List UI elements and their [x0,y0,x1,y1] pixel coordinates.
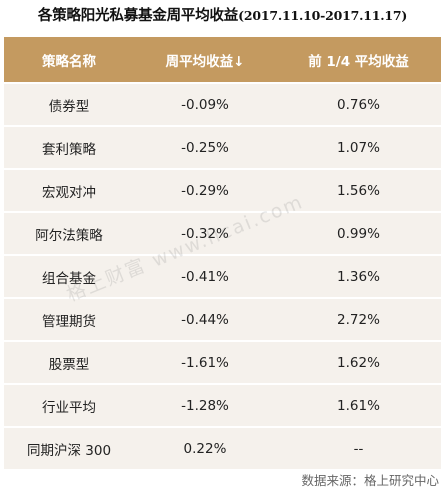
strategy-name-cell: 债券型 [48,98,90,115]
top-quartile-cell: 1.07% [337,139,380,156]
strategy-name-cell: 阿尔法策略 [35,227,103,244]
table-row: 组合基金 -0.41% 1.36% [4,256,441,297]
strategy-name-cell: 股票型 [48,356,90,373]
strategy-name-cell: 套利策略 [42,141,96,158]
top-quartile-cell: 1.56% [337,182,380,199]
table-row: 套利策略 -0.25% 1.07% [4,127,441,168]
top-quartile-cell: 2.72% [337,311,380,328]
weekly-return-cell: -0.44% [181,311,229,328]
strategy-returns-table: 策略名称 周平均收益↓ 前 1/4 平均收益 债券型 -0.09% 0.76% … [4,37,441,471]
weekly-return-cell: -0.32% [181,225,229,242]
top-quartile-cell: 1.61% [337,397,380,414]
table-row: 行业平均 -1.28% 1.61% [4,385,441,426]
strategy-name-cell: 行业平均 [42,399,96,416]
top-quartile-cell: 1.62% [337,354,380,371]
header-strategy-name: 策略名称 [42,53,96,70]
header-top-quartile-return: 前 1/4 平均收益 [308,53,409,70]
strategy-name-cell: 组合基金 [42,270,96,287]
title-date-range: (2017.11.10-2017.11.17) [238,8,408,23]
table-row: 管理期货 -0.44% 2.72% [4,299,441,340]
weekly-return-cell: -0.29% [181,182,229,199]
weekly-return-cell: -0.25% [181,139,229,156]
strategy-name-cell: 同期沪深 300 [26,442,112,459]
top-quartile-cell: -- [353,440,364,457]
table-row: 阿尔法策略 -0.32% 0.99% [4,213,441,254]
top-quartile-cell: 0.76% [337,96,380,113]
table-row: 宏观对冲 -0.29% 1.56% [4,170,441,211]
table-row: 股票型 -1.61% 1.62% [4,342,441,383]
weekly-return-cell: -0.09% [181,96,229,113]
page-title: 各策略阳光私募基金周平均收益(2017.11.10-2017.11.17) [0,4,445,25]
data-source-note: 数据来源：格上研究中心 [301,473,439,488]
title-main: 各策略阳光私募基金周平均收益 [37,7,239,24]
strategy-name-cell: 宏观对冲 [42,184,96,201]
strategy-name-cell: 管理期货 [42,313,96,330]
table-header-row: 策略名称 周平均收益↓ 前 1/4 平均收益 [4,37,441,82]
header-weekly-avg-return: 周平均收益↓ [165,53,245,70]
top-quartile-cell: 1.36% [337,268,380,285]
table-row: 同期沪深 300 0.22% -- [4,428,441,469]
weekly-return-cell: -1.61% [181,354,229,371]
top-quartile-cell: 0.99% [337,225,380,242]
weekly-return-cell: -0.41% [181,268,229,285]
weekly-return-cell: -1.28% [181,397,229,414]
weekly-return-cell: 0.22% [183,440,227,457]
table-row: 债券型 -0.09% 0.76% [4,84,441,125]
